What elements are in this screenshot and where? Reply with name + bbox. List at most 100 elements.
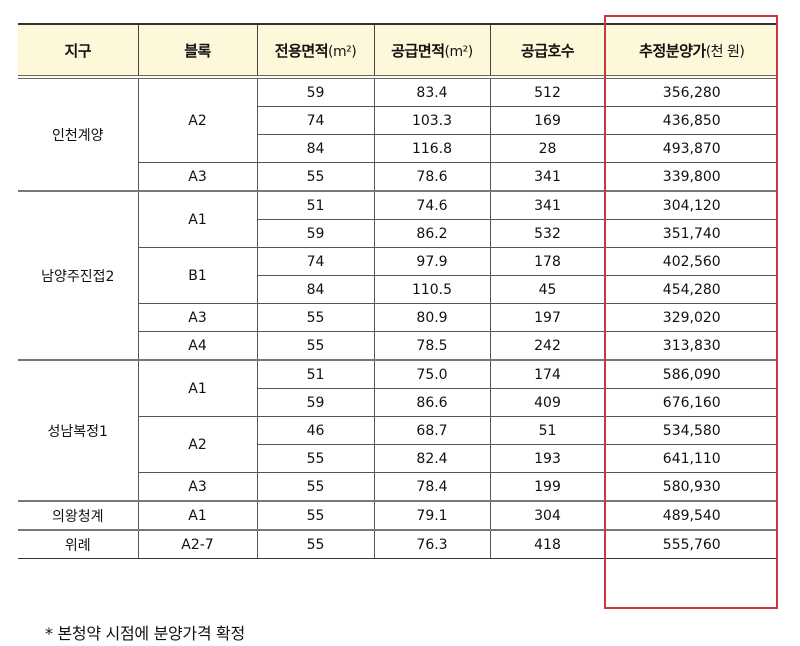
footnote: * 본청약 시점에 분양가격 확정 <box>45 624 245 643</box>
units-cell: 242 <box>489 331 605 361</box>
price-cell: 436,850 <box>604 106 778 135</box>
header-price-label: 추정분양가 <box>639 41 706 60</box>
exclusive-area-cell: 55 <box>256 444 374 473</box>
units-cell: 178 <box>489 247 605 276</box>
exclusive-area-cell: 51 <box>256 359 374 389</box>
supply-area-cell: 78.4 <box>373 472 490 502</box>
district-cell: 성남복정1 <box>18 359 138 502</box>
block-cell: A1 <box>137 500 257 531</box>
exclusive-area-cell: 55 <box>256 331 374 361</box>
table-row: 남양주진접2 A1 51 74.6 341 304,120 <box>18 190 778 361</box>
block-cell: A3 <box>137 303 257 332</box>
supply-area-cell: 80.9 <box>373 303 490 332</box>
price-cell: 313,830 <box>604 331 778 361</box>
units-cell: 197 <box>489 303 605 332</box>
units-cell: 341 <box>489 190 605 220</box>
exclusive-area-cell: 59 <box>256 76 374 107</box>
supply-area-cell: 76.3 <box>373 529 490 559</box>
header-price: 추정분양가(천 원) <box>604 23 778 79</box>
header-units: 공급호수 <box>489 23 605 79</box>
price-cell: 586,090 <box>604 359 778 389</box>
price-cell: 329,020 <box>604 303 778 332</box>
supply-area-cell: 78.6 <box>373 162 490 192</box>
header-district: 지구 <box>18 23 138 79</box>
units-cell: 174 <box>489 359 605 389</box>
block-cell: A3 <box>137 162 257 192</box>
supply-area-cell: 103.3 <box>373 106 490 135</box>
supply-area-cell: 74.6 <box>373 190 490 220</box>
table-row: 의왕청계 A1 55 79.1 304 489,540 <box>18 500 778 531</box>
price-cell: 351,740 <box>604 219 778 248</box>
header-supply-area-label: 공급면적 <box>391 41 445 60</box>
price-cell: 493,870 <box>604 134 778 163</box>
exclusive-area-cell: 59 <box>256 219 374 248</box>
district-cell: 위례 <box>18 529 138 559</box>
area-unit: (m²) <box>444 43 474 60</box>
header-block: 블록 <box>137 23 257 79</box>
district-cell: 인천계양 <box>18 76 138 192</box>
table-row: A2 46 68.7 51 534,580 <box>18 416 778 473</box>
district-cell: 의왕청계 <box>18 500 138 531</box>
price-cell: 580,930 <box>604 472 778 502</box>
supply-area-cell: 86.2 <box>373 219 490 248</box>
units-cell: 28 <box>489 134 605 163</box>
table-row: 84 116.8 28 493,870 <box>18 134 778 163</box>
supply-area-cell: 83.4 <box>373 76 490 107</box>
table-row: 59 86.6 409 676,160 <box>18 388 778 417</box>
exclusive-area-cell: 51 <box>256 190 374 220</box>
supply-area-cell: 86.6 <box>373 388 490 417</box>
header-exclusive-area-label: 전용면적 <box>274 41 329 60</box>
table-row: A3 55 80.9 197 329,020 <box>18 303 778 332</box>
exclusive-area-cell: 55 <box>256 529 374 559</box>
price-cell: 304,120 <box>604 190 778 220</box>
supply-area-cell: 97.9 <box>373 247 490 276</box>
exclusive-area-cell: 46 <box>256 416 374 445</box>
header-exclusive-area: 전용면적(m²) <box>256 23 374 79</box>
district-cell: 남양주진접2 <box>18 190 138 361</box>
supply-area-cell: 82.4 <box>373 444 490 473</box>
price-cell: 676,160 <box>604 388 778 417</box>
area-unit: (m²) <box>328 43 357 60</box>
block-cell: A1 <box>137 190 257 248</box>
price-cell: 339,800 <box>604 162 778 192</box>
exclusive-area-cell: 84 <box>256 275 374 304</box>
table-row: 인천계양 A2 59 83.4 512 356,280 <box>18 76 778 192</box>
block-cell: B1 <box>137 247 257 304</box>
block-cell: A2 <box>137 76 257 163</box>
table-row: 위례 A2-7 55 76.3 418 555,760 <box>18 529 778 559</box>
price-cell: 402,560 <box>604 247 778 276</box>
units-cell: 169 <box>489 106 605 135</box>
units-cell: 45 <box>489 275 605 304</box>
housing-supply-table: 지구 블록 전용면적(m²) 공급면적(m²) 공급호수 추정분양가(천 원) … <box>18 23 778 559</box>
units-cell: 418 <box>489 529 605 559</box>
units-cell: 304 <box>489 500 605 531</box>
price-unit: (천 원) <box>705 43 745 60</box>
header-supply-area: 공급면적(m²) <box>373 23 490 79</box>
block-cell: A4 <box>137 331 257 361</box>
table-row: A3 55 78.4 199 580,930 <box>18 472 778 502</box>
exclusive-area-cell: 55 <box>256 303 374 332</box>
units-cell: 341 <box>489 162 605 192</box>
exclusive-area-cell: 55 <box>256 162 374 192</box>
price-cell: 454,280 <box>604 275 778 304</box>
supply-area-cell: 116.8 <box>373 134 490 163</box>
price-cell: 356,280 <box>604 76 778 107</box>
exclusive-area-cell: 55 <box>256 472 374 502</box>
units-cell: 193 <box>489 444 605 473</box>
exclusive-area-cell: 84 <box>256 134 374 163</box>
table-row: 59 86.2 532 351,740 <box>18 219 778 248</box>
table-row: A3 55 78.6 341 339,800 <box>18 162 778 192</box>
block-cell: A2 <box>137 416 257 473</box>
supply-area-cell: 79.1 <box>373 500 490 531</box>
table-row: 성남복정1 A1 51 75.0 174 586,090 <box>18 359 778 502</box>
block-cell: A2-7 <box>137 529 257 559</box>
units-cell: 409 <box>489 388 605 417</box>
exclusive-area-cell: 55 <box>256 500 374 531</box>
exclusive-area-cell: 74 <box>256 247 374 276</box>
units-cell: 532 <box>489 219 605 248</box>
price-cell: 534,580 <box>604 416 778 445</box>
price-cell: 489,540 <box>604 500 778 531</box>
supply-area-cell: 110.5 <box>373 275 490 304</box>
exclusive-area-cell: 59 <box>256 388 374 417</box>
units-cell: 199 <box>489 472 605 502</box>
